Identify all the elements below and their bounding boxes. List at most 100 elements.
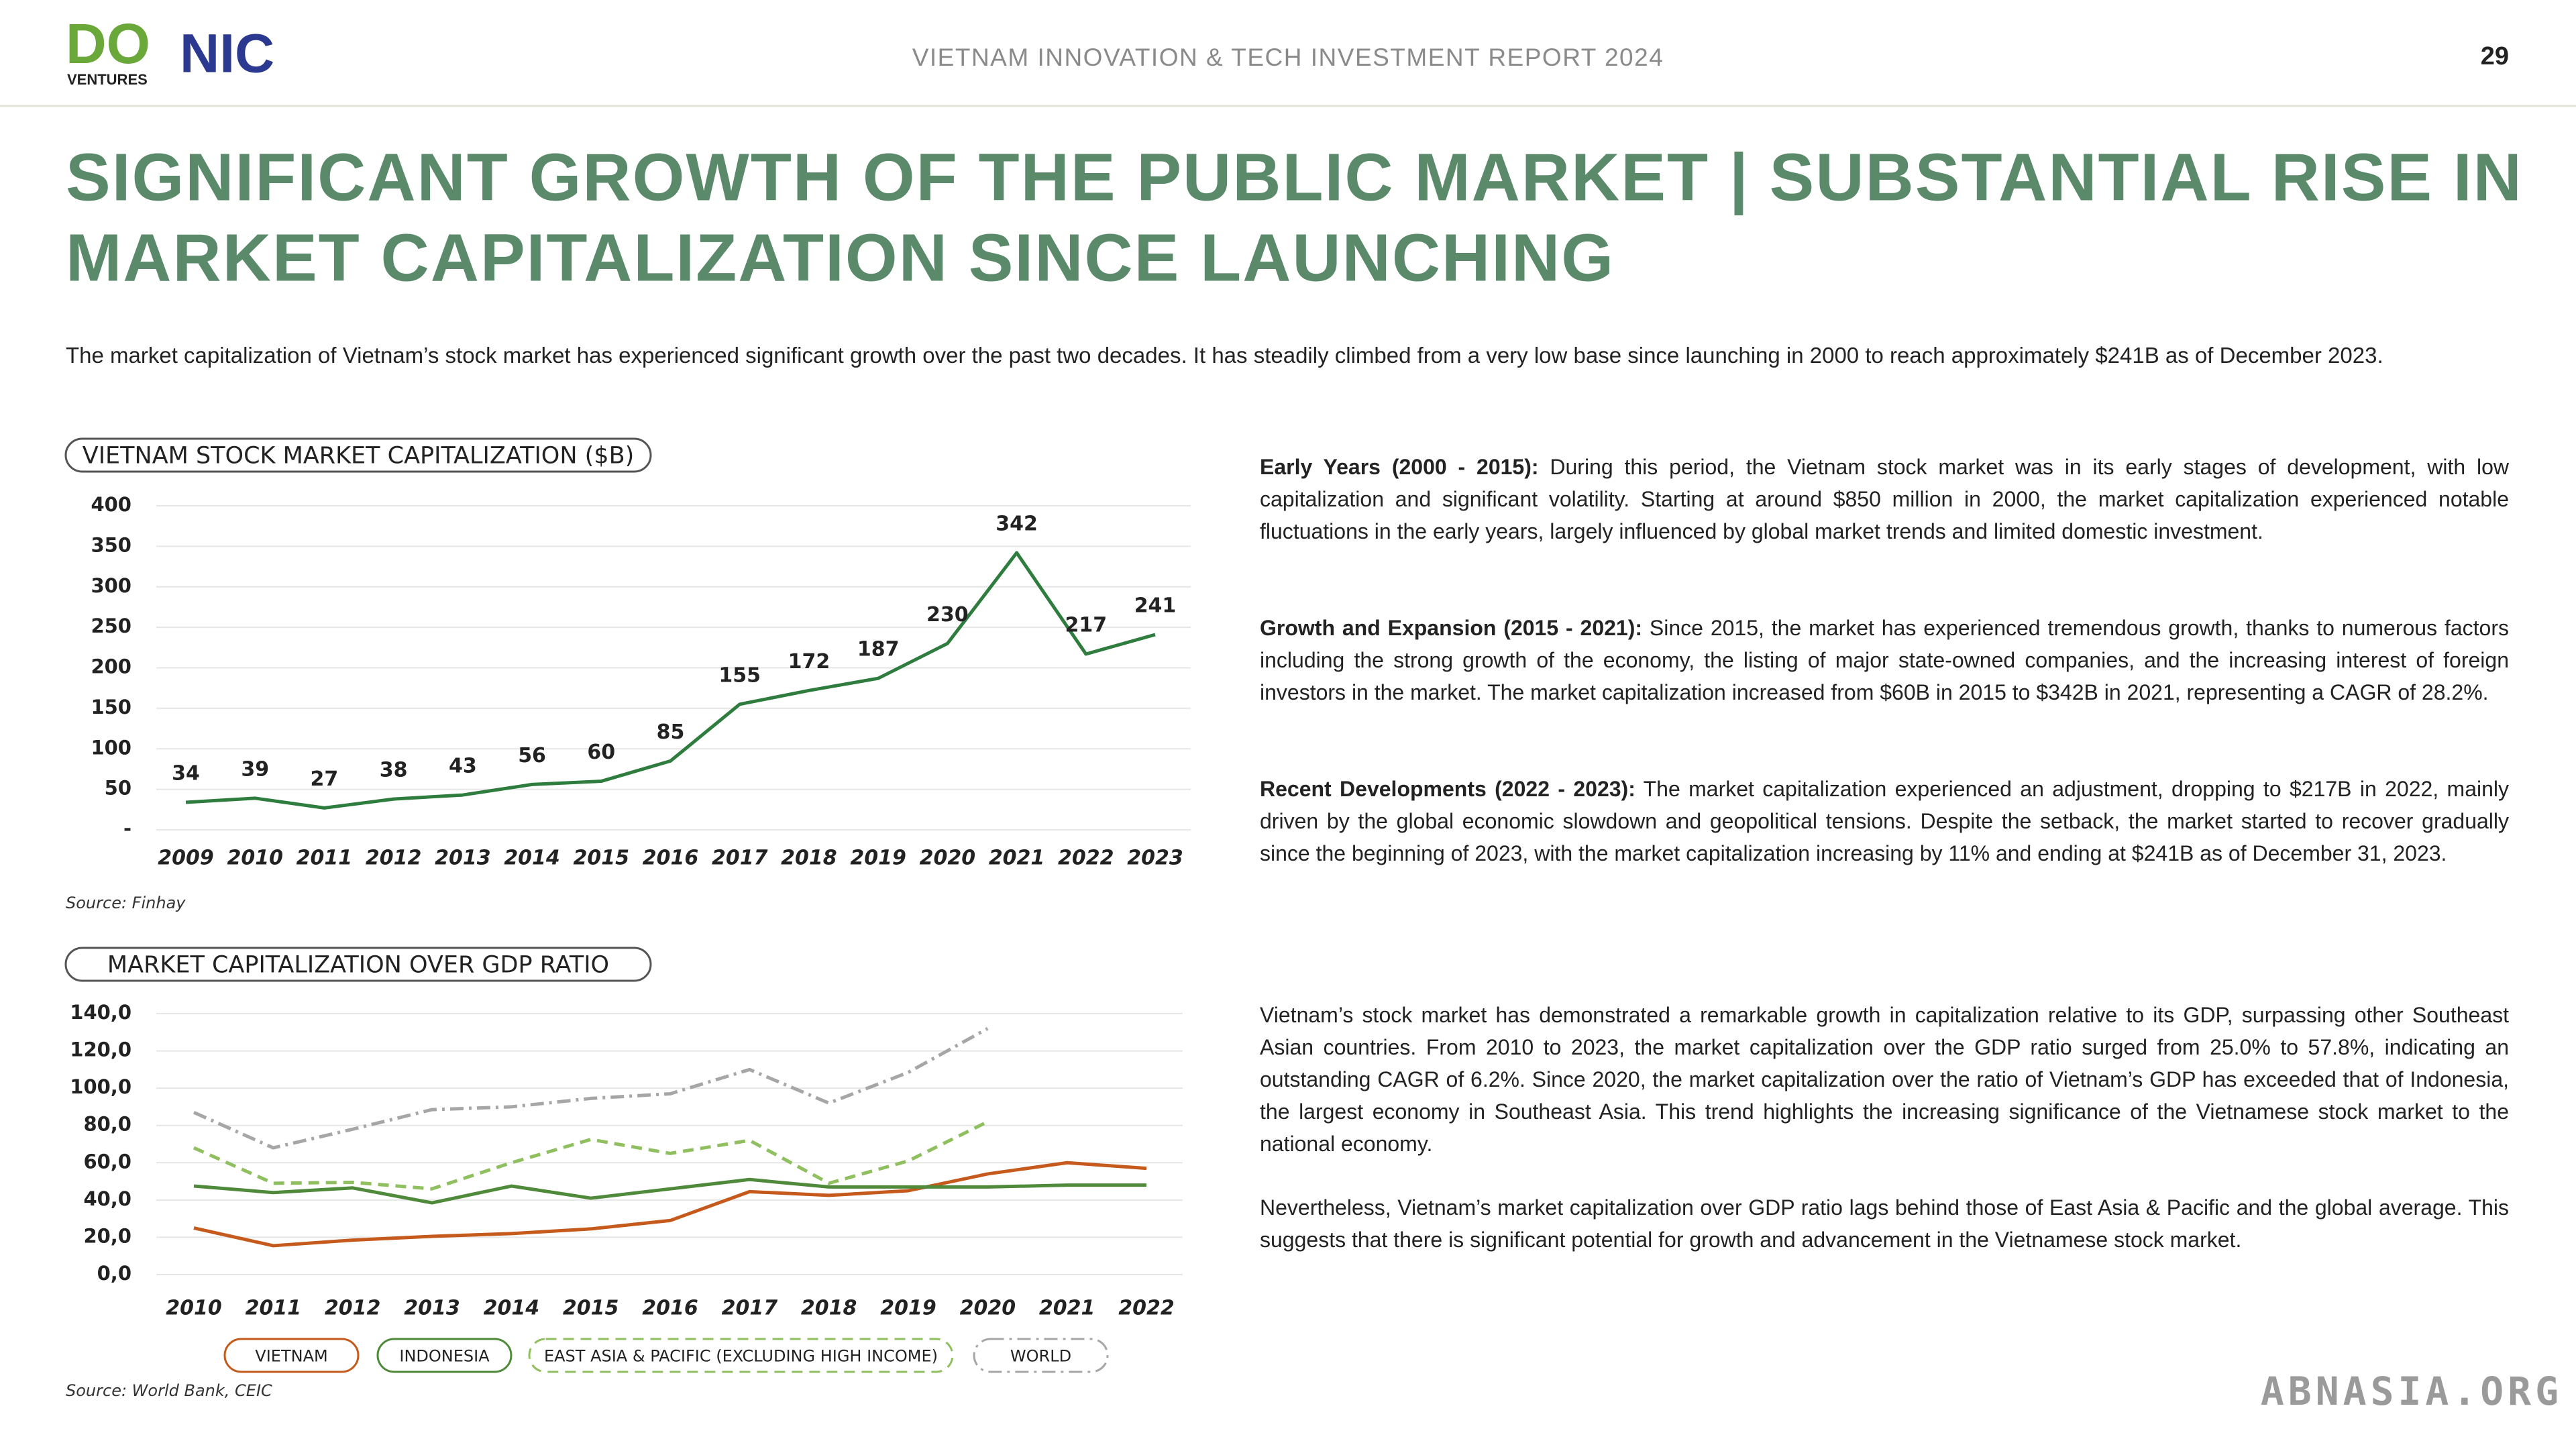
data-label: 38 xyxy=(380,759,408,782)
data-label: 217 xyxy=(1065,613,1107,637)
x-tick-label: 2012 xyxy=(366,847,422,870)
y-tick-label: 400 xyxy=(91,493,131,516)
x-tick-label: 2015 xyxy=(563,1297,619,1320)
watermark: ABNASIA.ORG xyxy=(2261,1368,2563,1414)
data-label: 155 xyxy=(718,663,761,687)
y-tick-label: 0,0 xyxy=(97,1262,131,1285)
legend-pill xyxy=(223,1338,360,1373)
report-title: VIETNAM INNOVATION & TECH INVESTMENT REP… xyxy=(912,44,1664,71)
y-tick-label: 100,0 xyxy=(70,1075,131,1098)
legend-label: VIETNAM xyxy=(255,1347,327,1366)
x-tick-label: 2017 xyxy=(712,847,768,870)
series-line xyxy=(193,1120,989,1191)
x-tick-label: 2009 xyxy=(158,847,214,870)
y-tick-label: 150 xyxy=(91,696,131,718)
data-label: 56 xyxy=(518,744,546,767)
section-heading: Recent Developments (2022 - 2023): xyxy=(1260,777,1635,801)
x-tick-label: 2021 xyxy=(989,847,1045,870)
legend-pill xyxy=(973,1338,1109,1373)
section: Growth and Expansion (2015 - 2021): Sinc… xyxy=(1260,612,2509,708)
x-tick-label: 2015 xyxy=(574,847,630,870)
title-line: SIGNIFICANT GROWTH OF THE PUBLIC MARKET … xyxy=(66,140,2523,215)
x-tick-label: 2010 xyxy=(227,847,283,870)
section-heading: Growth and Expansion (2015 - 2021): xyxy=(1260,616,1643,640)
x-tick-label: 2023 xyxy=(1127,847,1183,870)
x-tick-label: 2017 xyxy=(722,1297,778,1320)
legend-label: WORLD xyxy=(1010,1347,1071,1366)
x-tick-label: 2012 xyxy=(325,1297,381,1320)
data-label: 43 xyxy=(449,755,477,778)
data-label: 230 xyxy=(926,603,969,627)
series-line xyxy=(185,551,1156,810)
y-tick-label: 40,0 xyxy=(83,1187,131,1210)
x-tick-label: 2022 xyxy=(1058,847,1114,870)
chart-title-pill xyxy=(64,947,652,982)
chart-title-pill xyxy=(64,437,652,473)
series-line xyxy=(193,1161,1147,1248)
x-tick-label: 2011 xyxy=(297,847,353,870)
chart-source: Source: World Bank, CEIC xyxy=(66,1381,272,1400)
data-label: 27 xyxy=(311,767,339,791)
section: Recent Developments (2022 - 2023): The m… xyxy=(1260,773,2509,869)
y-tick-label: 60,0 xyxy=(83,1150,131,1173)
x-tick-label: 2021 xyxy=(1039,1297,1095,1320)
y-tick-label: 300 xyxy=(91,574,131,597)
x-tick-label: 2018 xyxy=(781,847,837,870)
gdp-paragraph: Nevertheless, Vietnam’s market capitaliz… xyxy=(1260,1195,2509,1252)
x-tick-label: 2011 xyxy=(246,1297,302,1320)
intro: The market capitalization of Vietnam’s s… xyxy=(66,343,2383,368)
x-tick-label: 2019 xyxy=(850,847,906,870)
x-tick-label: 2013 xyxy=(435,847,491,870)
y-tick-label: 50 xyxy=(105,777,131,800)
chart-title: VIETNAM STOCK MARKET CAPITALIZATION ($B) xyxy=(83,443,634,470)
data-label: 342 xyxy=(996,513,1038,536)
y-tick-label: 200 xyxy=(91,655,131,678)
legend-label: INDONESIA xyxy=(399,1347,490,1366)
x-tick-label: 2016 xyxy=(642,1297,698,1320)
section-text: During this period, the Vietnam stock ma… xyxy=(1260,455,2510,543)
legend-label: EAST ASIA & PACIFIC (EXCLUDING HIGH INCO… xyxy=(544,1347,938,1366)
gdp-paragraph: Vietnam’s stock market has demonstrated … xyxy=(1260,1003,2509,1156)
logo-nic: NIC xyxy=(180,23,274,85)
data-label: 34 xyxy=(172,761,200,785)
x-tick-label: 2022 xyxy=(1118,1297,1175,1320)
legend-pill xyxy=(528,1338,954,1373)
data-label: 85 xyxy=(657,720,685,744)
legend-pill xyxy=(376,1338,513,1373)
x-tick-label: 2014 xyxy=(504,847,560,870)
y-tick-label: 140,0 xyxy=(70,1001,131,1024)
chart-source: Source: Finhay xyxy=(66,894,186,912)
y-tick-label: 20,0 xyxy=(83,1224,131,1247)
x-tick-label: 2018 xyxy=(801,1297,857,1320)
section-heading: Early Years (2000 - 2015): xyxy=(1260,455,1539,479)
section-text: The market capitalization experienced an… xyxy=(1260,777,2509,865)
data-label: 241 xyxy=(1134,594,1177,617)
chart-title: MARKET CAPITALIZATION OVER GDP RATIO xyxy=(107,952,609,979)
series-line xyxy=(193,1027,989,1150)
page-number: 29 xyxy=(2481,42,2509,70)
section: Early Years (2000 - 2015): During this p… xyxy=(1260,451,2509,547)
x-tick-label: 2013 xyxy=(404,1297,460,1320)
x-tick-label: 2010 xyxy=(166,1297,222,1320)
logo-ventures: VENTURES xyxy=(67,71,148,88)
title-line: MARKET CAPITALIZATION SINCE LAUNCHING xyxy=(66,220,1615,295)
x-tick-label: 2016 xyxy=(643,847,699,870)
y-tick-label: 350 xyxy=(91,533,131,556)
data-label: 172 xyxy=(788,650,830,674)
x-tick-label: 2014 xyxy=(484,1297,540,1320)
y-tick-label: - xyxy=(123,817,131,840)
x-tick-label: 2020 xyxy=(960,1297,1016,1320)
x-tick-label: 2019 xyxy=(880,1297,936,1320)
data-label: 187 xyxy=(857,638,900,661)
logo-do: DO xyxy=(66,12,150,75)
data-label: 60 xyxy=(587,741,615,764)
y-tick-label: 80,0 xyxy=(83,1113,131,1136)
y-tick-label: 100 xyxy=(91,736,131,759)
y-tick-label: 250 xyxy=(91,614,131,637)
series-line xyxy=(193,1177,1146,1205)
section-text: Since 2015, the market has experienced t… xyxy=(1260,616,2510,704)
data-label: 39 xyxy=(241,757,269,781)
x-tick-label: 2020 xyxy=(920,847,976,870)
